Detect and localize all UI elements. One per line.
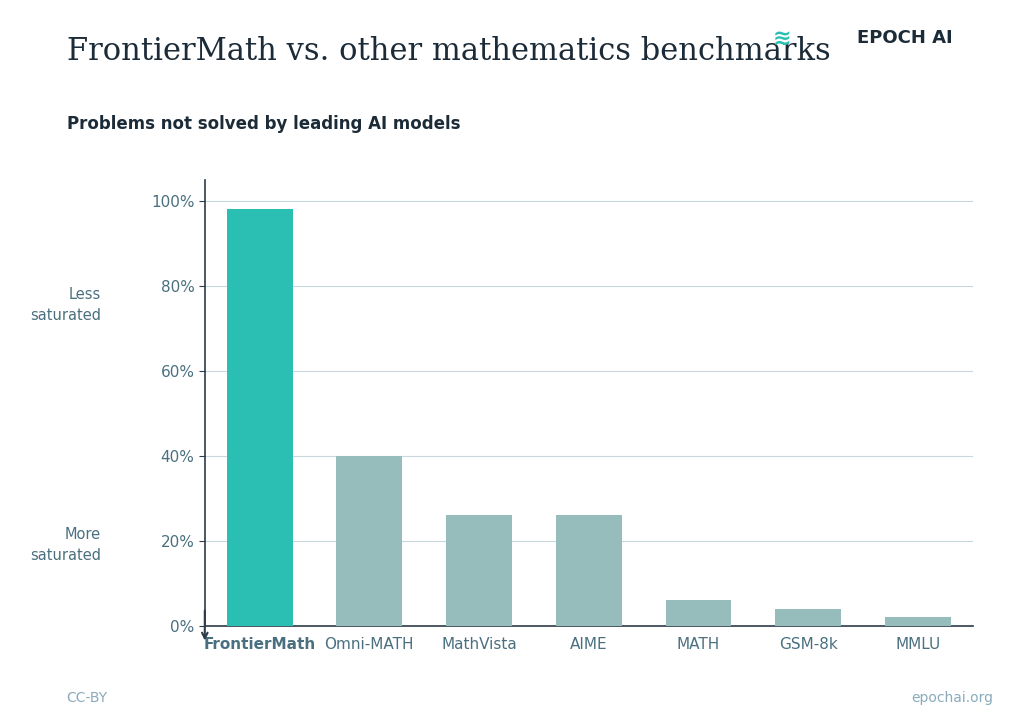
Text: CC-BY: CC-BY: [67, 691, 108, 705]
Bar: [337, 456, 402, 626]
Text: Problems not solved by leading AI models: Problems not solved by leading AI models: [67, 115, 460, 133]
Text: Less
saturated: Less saturated: [30, 287, 101, 323]
Text: ≋: ≋: [773, 29, 792, 49]
Bar: [885, 617, 951, 626]
Text: EPOCH AI: EPOCH AI: [857, 29, 952, 47]
Bar: [775, 608, 841, 626]
Text: epochai.org: epochai.org: [911, 691, 993, 705]
Text: FrontierMath vs. other mathematics benchmarks: FrontierMath vs. other mathematics bench…: [67, 36, 830, 67]
Bar: [666, 600, 731, 626]
Bar: [556, 515, 622, 626]
Bar: [446, 515, 512, 626]
Text: More
saturated: More saturated: [30, 527, 101, 563]
Bar: [226, 209, 293, 626]
